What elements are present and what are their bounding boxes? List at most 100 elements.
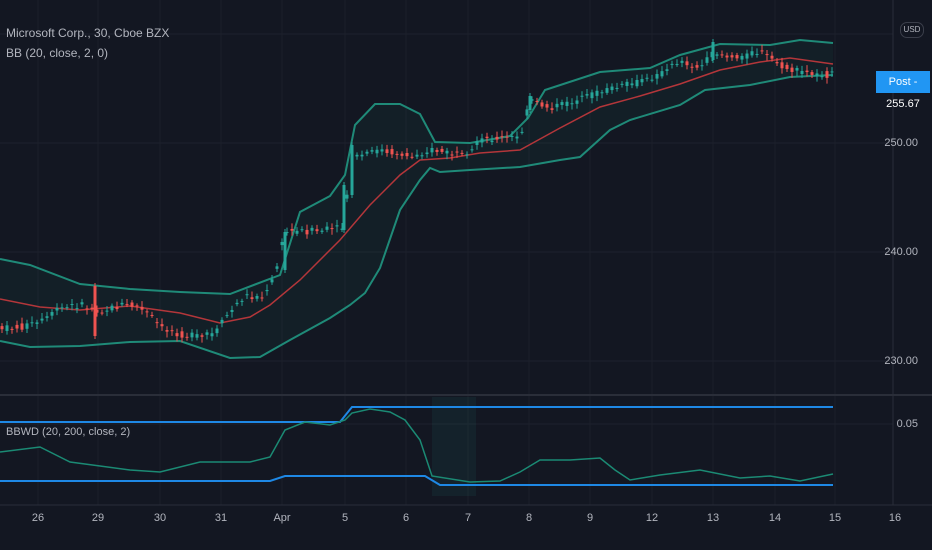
candle-body — [65, 307, 69, 309]
candle-body — [330, 228, 334, 230]
candle-body — [595, 90, 599, 96]
candle-body — [60, 307, 64, 309]
candle-body — [45, 316, 49, 318]
time-label: 16 — [888, 512, 902, 524]
candle-body — [630, 83, 634, 86]
candle-body — [740, 55, 744, 60]
candle-body — [800, 70, 804, 75]
candle-body — [30, 322, 34, 324]
candle-body — [75, 308, 79, 310]
candle-body — [190, 332, 194, 338]
candle-body — [615, 87, 619, 89]
candle-body — [510, 135, 514, 137]
candle-body — [255, 295, 259, 299]
candle-body — [155, 322, 159, 324]
candle-body — [342, 185, 346, 230]
candle-body — [420, 155, 424, 157]
candle-body — [185, 336, 189, 338]
candle-body — [515, 136, 519, 139]
candle-body — [130, 302, 134, 307]
candle-body — [390, 149, 394, 155]
bbwd-panel[interactable] — [0, 397, 834, 496]
candle-body — [730, 55, 734, 58]
candle-body — [175, 333, 179, 337]
candle-body — [560, 102, 564, 106]
candle-body — [340, 228, 344, 230]
bb-legend[interactable]: BB (20, close, 2, 0) — [6, 46, 109, 60]
candle-body — [80, 302, 84, 305]
candle-body — [450, 154, 454, 156]
candles[interactable] — [0, 39, 834, 343]
candle-body — [545, 104, 549, 108]
candle-body — [395, 153, 399, 155]
candle-body — [570, 103, 574, 105]
candle-body — [260, 297, 264, 299]
candle-body — [270, 279, 274, 283]
indicator-legend[interactable]: BBWD (20, 200, close, 2) — [6, 426, 131, 438]
candle-body — [775, 62, 779, 64]
candle-body — [215, 328, 219, 334]
candle-body — [315, 229, 319, 232]
candle-body — [355, 154, 359, 157]
candle-body — [300, 229, 304, 231]
time-label: 9 — [586, 512, 594, 524]
post-price-badge: Post - 255.67 — [876, 71, 930, 110]
bandwidth-line — [0, 408, 834, 483]
candle-body — [180, 331, 184, 338]
time-label: 6 — [402, 512, 410, 524]
time-label: 8 — [525, 512, 533, 524]
candle-body — [555, 103, 559, 108]
time-label: 12 — [645, 512, 659, 524]
candle-body — [475, 141, 479, 145]
candle-body — [645, 77, 649, 79]
candle-body — [15, 324, 19, 329]
candle-body — [590, 92, 594, 99]
candle-body — [820, 76, 824, 78]
candle-body — [550, 108, 554, 110]
candle-body — [785, 64, 789, 69]
candle-body — [715, 54, 719, 56]
candle-body — [480, 138, 484, 143]
candle-body — [780, 62, 784, 69]
candle-body — [650, 79, 654, 81]
candle-body — [610, 86, 614, 91]
post-label: Post — [888, 76, 911, 88]
candle-body — [600, 92, 604, 94]
bollinger-bands — [0, 38, 834, 360]
candle-body — [285, 232, 289, 234]
candle-body — [660, 71, 664, 77]
candle-body — [380, 149, 384, 152]
candle-body — [50, 312, 54, 316]
candle-body — [210, 333, 214, 337]
candle-body — [170, 330, 174, 332]
candle-body — [430, 147, 434, 153]
candle-body — [225, 315, 229, 317]
candle-body — [205, 332, 209, 335]
candle-body — [135, 305, 139, 307]
candle-body — [385, 149, 389, 154]
candle-body — [283, 232, 287, 270]
candle-body — [110, 305, 114, 311]
candle-body — [160, 324, 164, 327]
candle-body — [310, 227, 314, 231]
candle-body — [445, 150, 449, 154]
candle-body — [360, 154, 364, 157]
candle-body — [720, 54, 724, 56]
candle-body — [665, 69, 669, 71]
candle-body — [655, 74, 659, 79]
candle-body — [825, 71, 829, 78]
candle-body — [335, 225, 339, 227]
basis-line — [0, 57, 834, 324]
time-label: 31 — [214, 512, 228, 524]
candle-body — [745, 53, 749, 59]
time-label: 7 — [464, 512, 472, 524]
candle-body — [435, 149, 439, 152]
candle-body — [35, 322, 39, 324]
candle-body — [815, 73, 819, 76]
currency-button[interactable]: USD — [900, 22, 924, 38]
symbol-legend[interactable]: Microsoft Corp., 30, Cboe BZX — [6, 26, 170, 40]
candle-body — [280, 241, 284, 246]
candle-body — [530, 99, 534, 101]
candle-body — [760, 50, 764, 52]
